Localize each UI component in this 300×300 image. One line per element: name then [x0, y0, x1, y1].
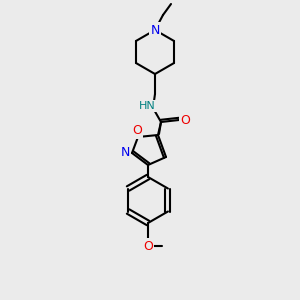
- Text: O: O: [143, 239, 153, 253]
- Text: N: N: [120, 146, 130, 160]
- Text: O: O: [180, 113, 190, 127]
- Text: HN: HN: [139, 101, 155, 111]
- Text: O: O: [132, 124, 142, 137]
- Text: N: N: [150, 23, 160, 37]
